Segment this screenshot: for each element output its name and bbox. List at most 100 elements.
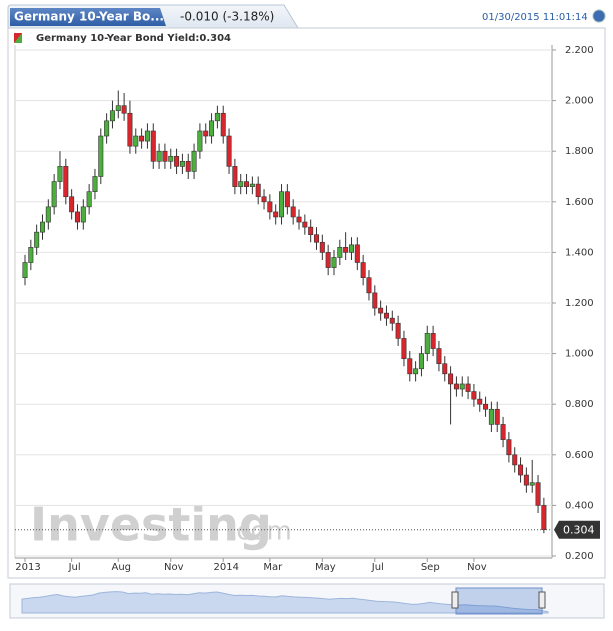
candle-body (238, 181, 244, 187)
y-tick-label: 1.000 (565, 349, 594, 360)
last-price-box (554, 520, 600, 539)
legend-label: Germany 10-Year Bond Yield:0.304 (36, 33, 231, 44)
x-tick-label: Jul (68, 562, 81, 573)
candle-body (430, 333, 436, 349)
x-tick-label: 2014 (213, 562, 238, 573)
candle-body (313, 234, 319, 243)
candle-body (179, 161, 185, 167)
candle-body (127, 112, 133, 147)
candle-body (98, 135, 104, 177)
candle-body (500, 424, 506, 440)
navigator-handle[interactable] (538, 591, 546, 609)
candle-body (354, 244, 360, 263)
candle-body (92, 176, 98, 192)
candle-body (366, 277, 372, 294)
candle-body (74, 211, 80, 223)
watermark-domain: .com (228, 517, 292, 547)
candle-body (69, 196, 75, 213)
candle-body (348, 244, 354, 253)
candle-body (261, 196, 267, 203)
candle-body (494, 408, 500, 425)
x-tick-label: Nov (164, 562, 184, 573)
price-change: -0.010 (-3.18%) (180, 10, 274, 24)
navigator-window[interactable] (455, 587, 543, 615)
candle-body (133, 135, 139, 147)
candle-body (22, 262, 28, 278)
candle-body (168, 155, 174, 162)
x-tick-label: Aug (112, 562, 132, 573)
candle-body (191, 150, 197, 172)
candle-body (249, 183, 255, 187)
candle-body (436, 348, 442, 365)
y-tick-label: 0.800 (565, 399, 594, 410)
candle-body (488, 408, 494, 425)
candle-body (267, 201, 273, 213)
candle-body (395, 322, 401, 339)
y-tick-label: 1.200 (565, 298, 594, 309)
candle-body (343, 247, 349, 253)
candle-body (523, 474, 529, 486)
y-tick-label: 0.400 (565, 500, 594, 511)
last-price-label: 0.304 (563, 524, 595, 537)
legend-swatch-up (14, 33, 22, 43)
candle-body (244, 181, 250, 187)
candle-body (372, 292, 378, 309)
candle-body (477, 398, 483, 405)
candle-body (290, 206, 296, 218)
candle-body (325, 252, 331, 268)
navigator-handle[interactable] (451, 591, 459, 609)
candle-body (109, 110, 115, 122)
candle-body (518, 464, 524, 476)
candle-body (226, 135, 232, 167)
candle-body (86, 191, 92, 208)
x-tick-label: Mar (263, 562, 283, 573)
candle-body (150, 130, 156, 162)
timestamp: 01/30/2015 11:01:14 (482, 12, 588, 23)
title-tab (10, 8, 166, 26)
candle-body (174, 155, 180, 167)
candle-body (389, 317, 395, 324)
candle-body (407, 358, 413, 375)
y-tick-label: 1.600 (565, 197, 594, 208)
candle-body (448, 373, 454, 385)
y-tick-label: 2.000 (565, 96, 594, 107)
candle-body (57, 166, 63, 182)
candle-body (541, 505, 547, 530)
x-tick-label: Nov (467, 562, 487, 573)
candle-body (383, 312, 389, 319)
candle-body (401, 338, 407, 359)
settings-button[interactable] (592, 9, 606, 23)
candle-body (28, 247, 34, 263)
candle-body (232, 166, 238, 187)
candle-body (144, 130, 150, 142)
x-tick-label: Jul (371, 562, 384, 573)
candle-body (459, 383, 465, 390)
instrument-title: Germany 10-Year Bo... (14, 10, 164, 24)
candle-body (39, 221, 45, 233)
candle-body (284, 191, 290, 208)
candle-body (80, 206, 86, 223)
candle-body (413, 368, 419, 375)
candle-body (220, 112, 226, 137)
candle-body (453, 383, 459, 390)
candle-body (337, 247, 343, 258)
candle-body (255, 183, 261, 198)
candle-body (185, 161, 191, 172)
y-tick-label: 1.800 (565, 146, 594, 157)
x-tick-label: Sep (421, 562, 440, 573)
candle-body (471, 391, 477, 400)
candle-body (506, 439, 512, 456)
candle-body (308, 226, 314, 235)
candle-body (203, 130, 209, 137)
candle-body (331, 257, 337, 268)
candle-body (45, 206, 51, 223)
candle-body (418, 353, 424, 370)
candle-body (296, 216, 302, 223)
candle-body (121, 105, 127, 114)
candle-body (273, 211, 279, 218)
candle-body (214, 112, 220, 122)
candle-body (63, 166, 69, 198)
candle-body (104, 120, 110, 137)
